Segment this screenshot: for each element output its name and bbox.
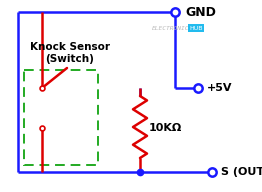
Text: GND: GND (185, 6, 216, 18)
Text: +5V: +5V (207, 83, 232, 93)
Text: Knock Sensor
(Switch): Knock Sensor (Switch) (30, 42, 110, 64)
Text: S (OUT): S (OUT) (221, 167, 262, 177)
Text: ELECTRONICS: ELECTRONICS (152, 26, 193, 31)
Text: 10KΩ: 10KΩ (149, 123, 182, 133)
Bar (24, 70, 98, 165)
Text: HUB: HUB (189, 26, 203, 31)
